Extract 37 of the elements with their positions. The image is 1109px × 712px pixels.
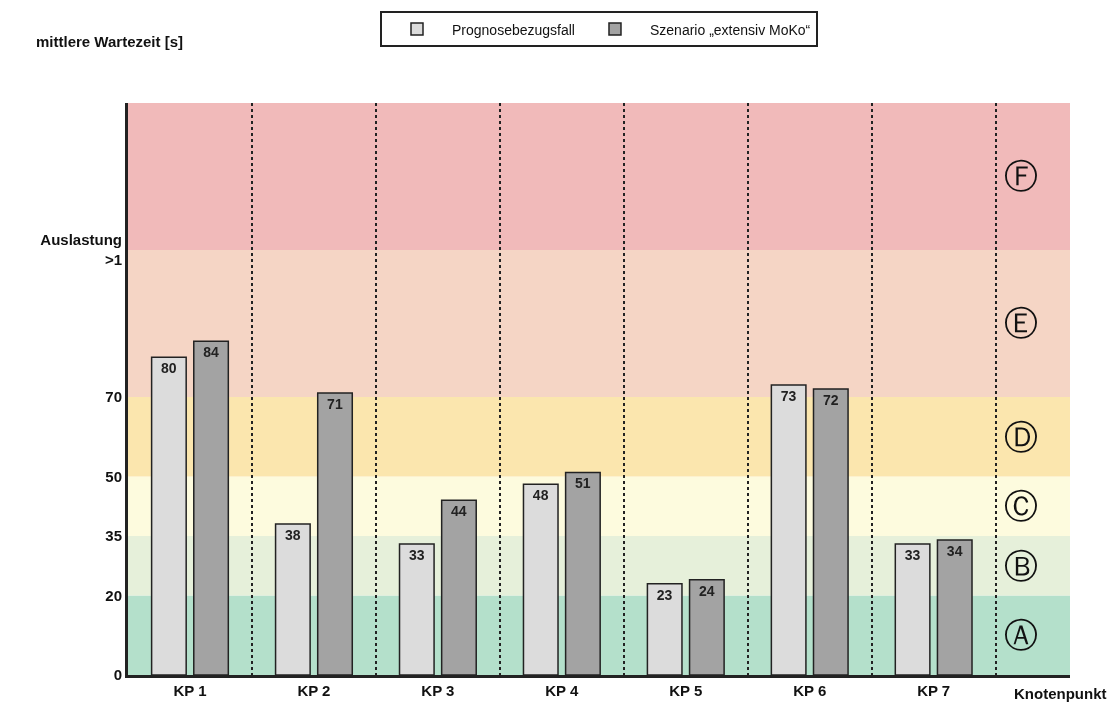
x-axis-title: Knotenpunkt: [1014, 685, 1107, 702]
band-label: Ⓓ: [1004, 417, 1038, 457]
x-tick-label: KP 3: [421, 682, 455, 699]
data-label: 73: [780, 388, 797, 405]
data-label: 71: [327, 395, 343, 412]
data-label: 51: [575, 475, 591, 492]
data-label: 80: [161, 360, 177, 377]
data-label: 33: [904, 546, 921, 563]
x-tick-label: KP 7: [917, 682, 951, 699]
data-label: 34: [946, 542, 963, 559]
y-tick-label: 35: [105, 527, 122, 545]
data-label: 48: [532, 487, 549, 504]
legend-label: Prognosebezugsfall: [452, 21, 575, 38]
y-axis-title: mittlere Wartezeit [s]: [36, 33, 183, 50]
data-label: 84: [203, 344, 219, 361]
data-label: 24: [698, 582, 715, 599]
band-label: Ⓔ: [1004, 303, 1038, 343]
y-tick-label: 70: [105, 388, 122, 406]
data-label: 33: [408, 546, 425, 563]
y-tick-label: 50: [105, 467, 122, 485]
y-tick-label: 20: [105, 586, 122, 604]
legend-label: Szenario „extensiv MoKo“: [649, 21, 811, 38]
x-tick-label: KP 5: [669, 682, 703, 699]
x-tick-label: KP 2: [297, 682, 331, 699]
band-label: Ⓑ: [1004, 546, 1038, 586]
data-label: 44: [451, 503, 467, 520]
y-tick-label: Auslastung >1: [40, 231, 122, 268]
x-tick-label: KP 1: [173, 682, 207, 699]
band-label: Ⓕ: [1004, 156, 1038, 196]
y-tick-label: 0: [113, 666, 122, 684]
x-tick-label: KP 6: [793, 682, 827, 699]
x-tick-label: KP 4: [545, 682, 580, 699]
data-label: 23: [656, 586, 673, 603]
data-label: 72: [822, 392, 839, 408]
data-label: 38: [284, 527, 301, 544]
band-label: Ⓐ: [1004, 615, 1038, 655]
band-label: Ⓒ: [1004, 486, 1038, 526]
